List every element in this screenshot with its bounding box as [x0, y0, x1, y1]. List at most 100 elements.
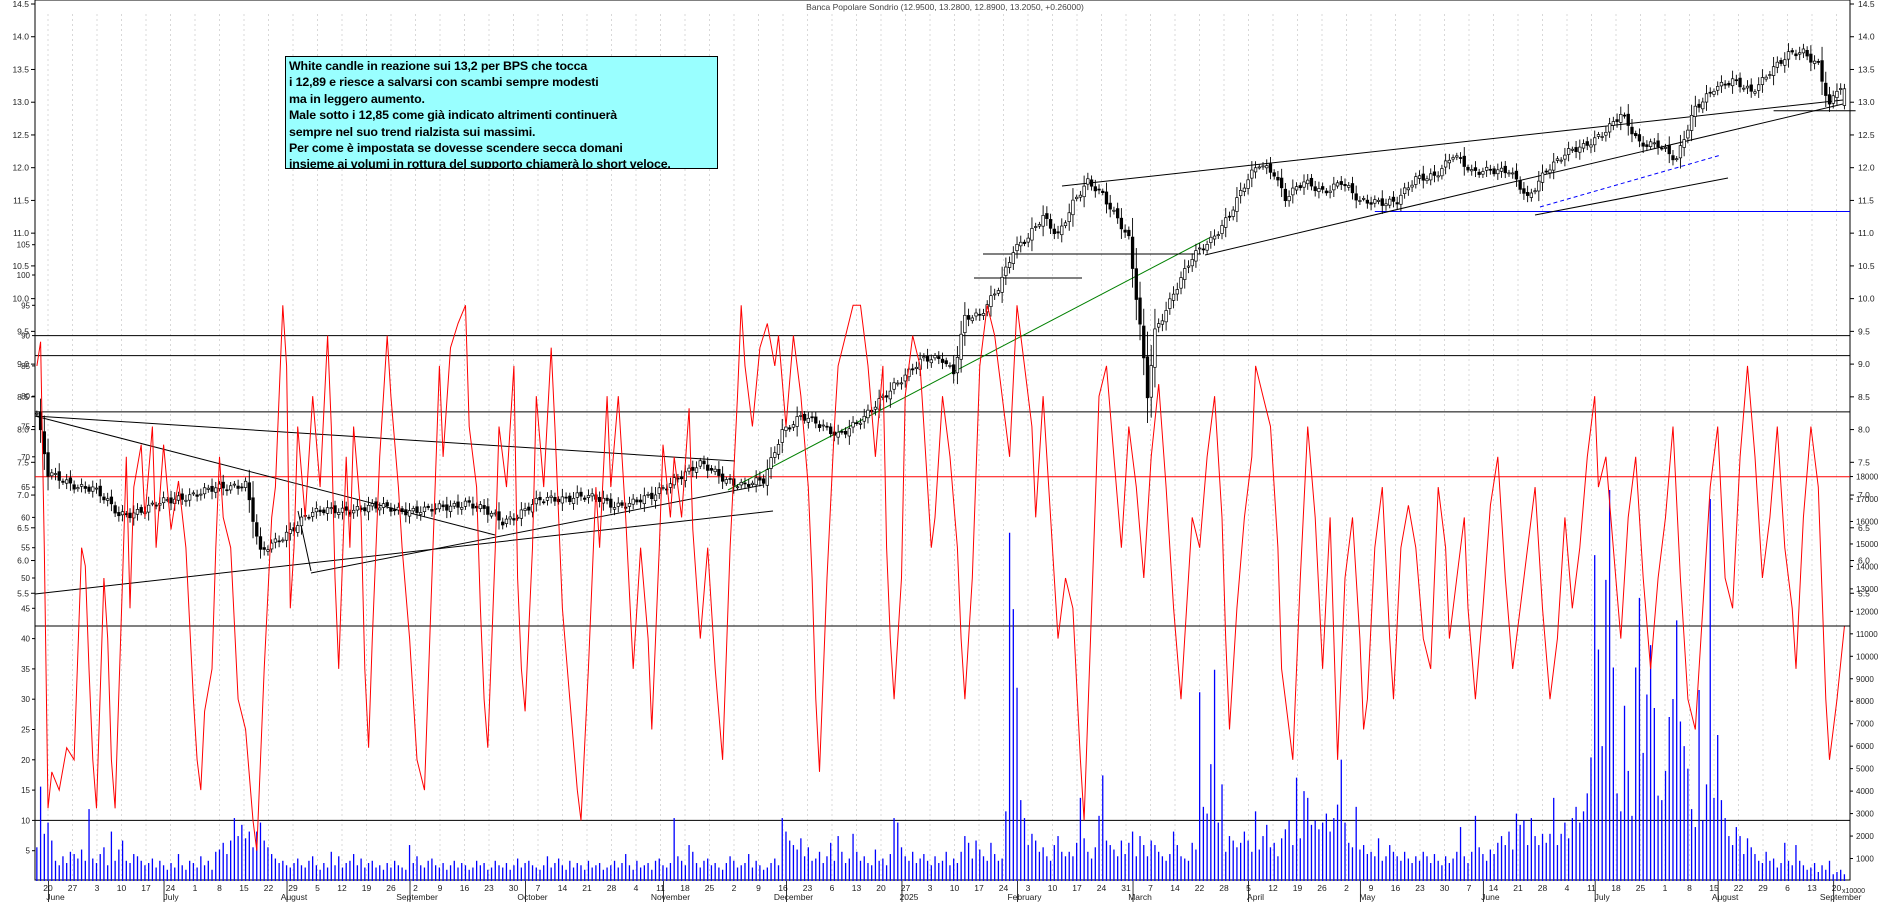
date-day-label: 17 [141, 883, 151, 893]
indicator-tick-label: 15 [21, 786, 30, 795]
price-body [161, 497, 166, 504]
date-day-label: 24 [999, 883, 1009, 893]
price-body [1611, 121, 1615, 126]
price-body [1786, 51, 1791, 60]
indicator-tick-label: 25 [21, 726, 30, 735]
price-body [788, 427, 792, 430]
price-body [426, 505, 430, 508]
price-body [638, 499, 643, 503]
date-day-label: 21 [582, 883, 592, 893]
date-month-label: August [1712, 892, 1739, 902]
price-body [1507, 172, 1511, 175]
price-body [437, 503, 442, 510]
annotation-line: Per come è impostata se dovesse scendere… [289, 141, 623, 156]
date-month-label: September [396, 892, 438, 902]
price-body [758, 477, 762, 481]
price-body [188, 494, 192, 501]
date-day-label: 22 [1734, 883, 1744, 893]
price-body [385, 502, 389, 507]
price-body [1559, 159, 1563, 162]
price-body [1261, 165, 1265, 168]
price-tick-label-right: 8.5 [1858, 392, 1870, 402]
volume-tick-label: 8000 [1856, 697, 1874, 706]
price-body [1455, 155, 1459, 158]
price-body [1168, 298, 1172, 309]
date-day-label: 16 [1391, 883, 1401, 893]
indicator-tick-label: 90 [21, 332, 30, 341]
price-tick-label-left: 13.0 [12, 97, 29, 107]
price-body [1663, 147, 1668, 149]
price-body [1019, 241, 1023, 247]
indicator-tick-label: 75 [21, 423, 30, 432]
date-month-label: August [281, 892, 308, 902]
price-body [273, 538, 278, 543]
price-body [948, 365, 952, 367]
date-day-label: 4 [1565, 883, 1570, 893]
price-body [1764, 76, 1768, 80]
price-body [1358, 200, 1362, 202]
date-day-label: 23 [484, 883, 494, 893]
price-body [94, 487, 99, 490]
price-body [624, 506, 628, 509]
price-body [1309, 177, 1314, 187]
price-body [1361, 197, 1366, 200]
price-body [1615, 119, 1619, 122]
price-body [1503, 165, 1507, 174]
price-body [225, 489, 229, 492]
date-day-label: 22 [1195, 883, 1205, 893]
price-body [1153, 328, 1157, 368]
price-body [83, 486, 87, 489]
price-body [1123, 229, 1127, 233]
price-body [1574, 147, 1578, 152]
price-body [214, 487, 218, 493]
price-body [724, 479, 728, 484]
price-body [1388, 198, 1392, 206]
date-month-label: June [46, 892, 65, 902]
indicator-tick-label: 85 [21, 362, 30, 371]
date-day-label: 3 [95, 883, 100, 893]
price-body [1045, 213, 1049, 219]
price-body [914, 366, 919, 369]
price-tick-label-right: 11.5 [1858, 195, 1874, 205]
price-body [195, 494, 199, 497]
price-body [1816, 61, 1820, 63]
price-body [1063, 222, 1068, 226]
indicator-tick-label: 100 [17, 271, 31, 280]
price-body [57, 471, 61, 481]
price-body [650, 492, 654, 500]
price-body [1015, 243, 1019, 252]
trendline [34, 415, 496, 536]
price-body [1276, 176, 1280, 181]
price-body [1552, 161, 1556, 171]
price-body [1250, 169, 1254, 179]
price-body [1365, 199, 1370, 204]
indicator-tick-label: 105 [17, 241, 31, 250]
date-day-label: 14 [1170, 883, 1180, 893]
price-body [1775, 61, 1779, 68]
price-body [571, 497, 576, 504]
price-body [1563, 154, 1567, 160]
date-day-label: 16 [778, 883, 788, 893]
price-body [728, 478, 732, 480]
price-body [1537, 180, 1541, 192]
price-body [1682, 139, 1686, 148]
price-body [1071, 199, 1075, 216]
price-body [791, 424, 796, 428]
price-tick-label-left: 11.5 [13, 195, 29, 205]
price-body [1809, 53, 1813, 63]
price-body [776, 444, 781, 455]
price-body [91, 486, 95, 492]
price-body [1771, 66, 1776, 76]
price-body [911, 368, 915, 371]
volume-tick-label: 6000 [1856, 742, 1874, 751]
price-body [102, 496, 106, 501]
price-body [709, 468, 714, 471]
price-body [564, 496, 568, 499]
price-body [959, 333, 963, 360]
trendline [34, 510, 774, 595]
date-day-label: 13 [1807, 883, 1817, 893]
price-body [184, 499, 188, 502]
price-body [471, 503, 475, 509]
price-body [1648, 141, 1653, 147]
volume-tick-label: 18000 [1856, 473, 1879, 482]
